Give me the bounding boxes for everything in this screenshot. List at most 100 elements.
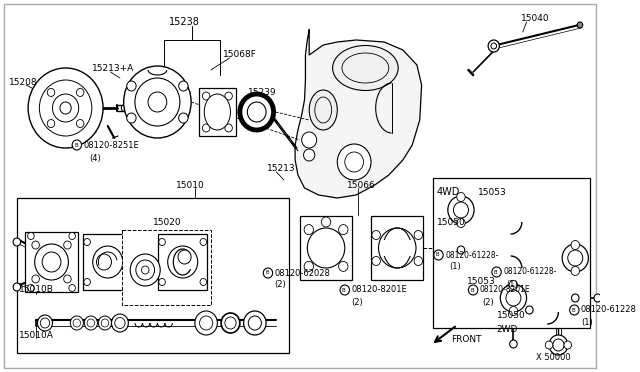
Text: (2): (2) <box>483 298 494 307</box>
Circle shape <box>509 340 517 348</box>
Circle shape <box>414 257 422 266</box>
Circle shape <box>506 290 521 306</box>
Circle shape <box>101 319 109 327</box>
Circle shape <box>509 280 518 289</box>
Bar <box>26 232 78 292</box>
Circle shape <box>434 250 443 260</box>
Ellipse shape <box>315 97 332 123</box>
Circle shape <box>130 254 160 286</box>
Text: 15010B: 15010B <box>19 285 54 295</box>
Circle shape <box>240 94 273 130</box>
Text: 2WD: 2WD <box>497 326 518 334</box>
Circle shape <box>13 238 20 246</box>
Circle shape <box>562 244 588 272</box>
Text: FRONT: FRONT <box>452 336 482 344</box>
Circle shape <box>303 149 315 161</box>
Circle shape <box>135 78 180 126</box>
Circle shape <box>221 313 240 333</box>
Circle shape <box>73 319 81 327</box>
Circle shape <box>125 279 132 285</box>
Text: 08120-61228-: 08120-61228- <box>445 250 499 260</box>
Ellipse shape <box>333 45 398 90</box>
Circle shape <box>47 89 55 96</box>
Circle shape <box>52 94 79 122</box>
Circle shape <box>136 260 155 280</box>
Text: 15213: 15213 <box>267 164 296 173</box>
Ellipse shape <box>204 94 230 130</box>
Circle shape <box>568 250 583 266</box>
Circle shape <box>64 241 71 249</box>
Text: 08120-62028: 08120-62028 <box>275 269 330 278</box>
Circle shape <box>168 246 198 278</box>
Circle shape <box>337 144 371 180</box>
Text: B: B <box>265 270 269 276</box>
Circle shape <box>545 341 553 349</box>
Circle shape <box>99 316 111 330</box>
Text: 15050: 15050 <box>436 218 465 227</box>
Circle shape <box>32 275 40 283</box>
Circle shape <box>200 238 207 246</box>
Circle shape <box>564 341 572 349</box>
Text: (1): (1) <box>450 263 461 272</box>
Circle shape <box>84 316 97 330</box>
Circle shape <box>28 68 103 148</box>
Bar <box>17 198 289 353</box>
Circle shape <box>127 81 136 91</box>
Circle shape <box>195 311 218 335</box>
Circle shape <box>141 266 149 274</box>
Circle shape <box>301 132 317 148</box>
Circle shape <box>148 92 167 112</box>
Circle shape <box>492 267 501 277</box>
Circle shape <box>208 102 227 122</box>
Circle shape <box>76 89 84 96</box>
Circle shape <box>247 102 266 122</box>
Bar <box>158 234 207 290</box>
Text: B: B <box>470 288 474 292</box>
Circle shape <box>571 266 579 276</box>
Circle shape <box>468 285 478 295</box>
Circle shape <box>159 279 165 285</box>
Circle shape <box>70 316 83 330</box>
Circle shape <box>97 254 111 270</box>
Circle shape <box>457 246 465 254</box>
Circle shape <box>28 232 34 240</box>
Text: 08120-8251E: 08120-8251E <box>83 141 139 150</box>
Circle shape <box>345 152 364 172</box>
Text: 15050: 15050 <box>497 311 525 321</box>
Ellipse shape <box>342 53 389 83</box>
Circle shape <box>414 231 422 240</box>
Text: (2): (2) <box>351 298 363 307</box>
Text: B: B <box>493 269 497 275</box>
Circle shape <box>202 92 210 100</box>
Text: 15208: 15208 <box>10 77 38 87</box>
Circle shape <box>64 275 71 283</box>
Circle shape <box>69 285 76 292</box>
Circle shape <box>339 225 348 235</box>
Bar <box>433 178 590 328</box>
Circle shape <box>87 319 95 327</box>
Text: 15010: 15010 <box>176 180 205 189</box>
Circle shape <box>457 218 465 228</box>
Bar <box>198 88 236 136</box>
Circle shape <box>111 314 129 332</box>
Circle shape <box>32 241 40 249</box>
Circle shape <box>225 317 236 329</box>
Circle shape <box>321 217 331 227</box>
Circle shape <box>200 279 207 285</box>
Text: B: B <box>436 253 439 257</box>
Circle shape <box>179 113 188 123</box>
Circle shape <box>127 113 136 123</box>
Bar <box>371 216 424 280</box>
Text: 15066: 15066 <box>347 180 376 189</box>
Circle shape <box>525 306 533 314</box>
Text: 15053: 15053 <box>478 187 507 196</box>
Text: B: B <box>74 142 77 148</box>
Circle shape <box>93 246 123 278</box>
Text: 15213+A: 15213+A <box>92 64 134 73</box>
Text: (2): (2) <box>275 280 286 289</box>
Circle shape <box>448 196 474 224</box>
Circle shape <box>225 92 232 100</box>
Circle shape <box>549 335 568 355</box>
Circle shape <box>248 316 261 330</box>
Text: X 50000: X 50000 <box>536 353 570 362</box>
